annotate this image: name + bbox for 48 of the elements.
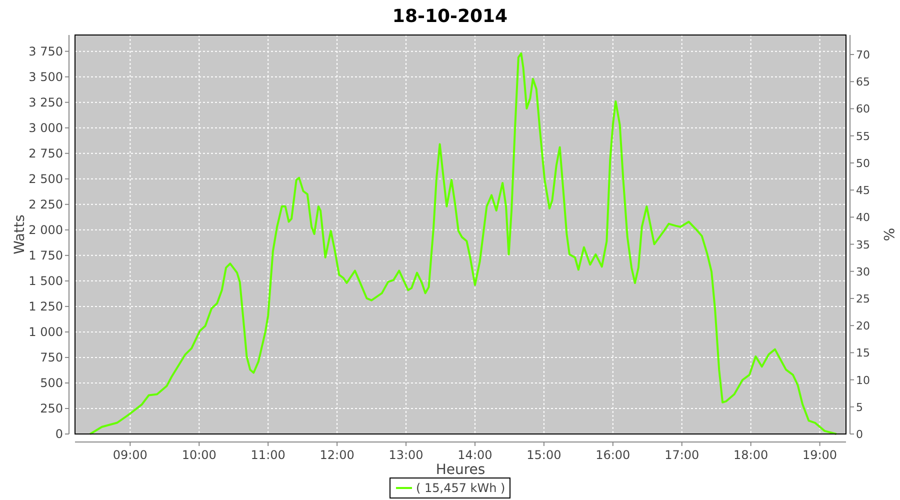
y2-tick-label: 10 — [856, 374, 870, 387]
y2-tick-label: 60 — [856, 102, 870, 116]
y2-tick-label: 50 — [856, 156, 870, 170]
x-tick-label: 11:00 — [250, 448, 286, 462]
y2-tick-label: 65 — [856, 76, 870, 89]
x-tick-label: 16:00 — [596, 448, 630, 462]
y-tick-label: 2 000 — [28, 222, 63, 237]
y-tick-label: 2 750 — [28, 146, 63, 160]
x-tick-label: 14:00 — [458, 448, 492, 462]
y-tick-label: 2 250 — [28, 197, 63, 212]
y-tick-label: 3 500 — [28, 70, 63, 84]
x-tick-label: 09:00 — [112, 448, 148, 462]
y2-tick-label: 40 — [856, 211, 870, 224]
y2-tick-label: 15 — [856, 346, 870, 360]
y-tick-label: 0 — [55, 427, 63, 441]
x-tick-label: 15:00 — [526, 448, 562, 462]
y-tick-label: 1 750 — [28, 248, 63, 262]
y2-tick-label: 5 — [856, 400, 863, 414]
y-tick-label: 1 250 — [28, 299, 63, 314]
chart-title: 18-10-2014 — [392, 6, 508, 27]
y2-axis-title: % — [880, 228, 896, 242]
y-tick-label: 3 000 — [28, 120, 63, 135]
x-tick-label: 12:00 — [320, 448, 354, 462]
y-tick-label: 1 500 — [28, 274, 63, 288]
y2-tick-label: 35 — [856, 238, 870, 252]
y-tick-label: 250 — [40, 401, 63, 416]
legend-label: ( 15,457 kWh ) — [416, 481, 506, 495]
line-series — [89, 52, 838, 435]
y-tick-label: 2 500 — [28, 172, 63, 186]
y2-tick-label: 25 — [856, 292, 870, 306]
y-axis-title: Watts — [12, 214, 28, 254]
y-tick-label: 1 000 — [28, 324, 63, 339]
y2-tick-label: 45 — [856, 184, 870, 198]
x-tick-label: 17:00 — [664, 448, 700, 462]
y2-tick-label: 70 — [856, 48, 870, 62]
y-tick-label: 3 250 — [28, 95, 63, 110]
y-tick-label: 3 750 — [28, 44, 63, 58]
y-tick-label: 750 — [40, 350, 63, 364]
y2-tick-label: 30 — [856, 265, 870, 278]
x-tick-label: 13:00 — [388, 448, 424, 462]
y2-tick-label: 55 — [856, 130, 870, 143]
x-tick-label: 19:00 — [802, 448, 838, 462]
y-tick-label: 500 — [40, 376, 63, 390]
x-axis-title: Heures — [436, 462, 486, 478]
y2-tick-label: 20 — [856, 320, 870, 333]
x-tick-label: 18:00 — [734, 448, 768, 462]
x-tick-label: 10:00 — [182, 448, 216, 462]
y2-tick-label: 0 — [856, 428, 863, 441]
